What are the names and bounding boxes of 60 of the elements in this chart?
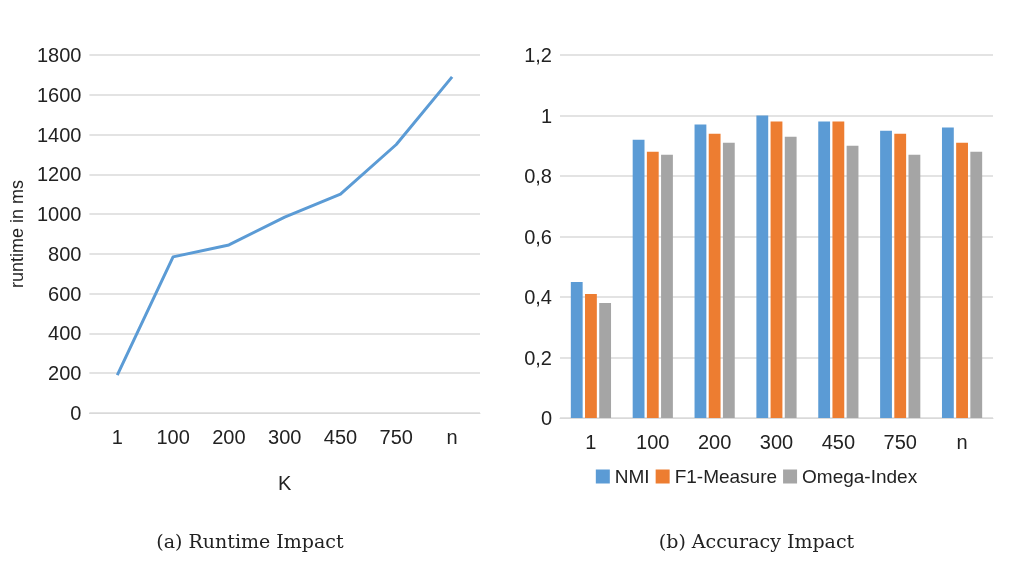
- bar: [756, 115, 769, 418]
- bar: [941, 127, 954, 418]
- text: (a) Runtime Impact: [156, 529, 344, 552]
- y-tick-label: 400: [48, 322, 82, 345]
- y-tick-label: 600: [48, 282, 82, 305]
- line-series: [115, 75, 454, 377]
- bar: [880, 130, 892, 418]
- bar: [694, 124, 707, 418]
- x-tick-label: n: [446, 426, 458, 448]
- x-tick-label: 750: [379, 426, 413, 448]
- y-tick-label: 0,6: [524, 225, 552, 248]
- x-tick-label: 1: [111, 426, 123, 448]
- bar: [661, 154, 673, 418]
- y-tick-label: 0: [70, 402, 82, 424]
- legend-label: Omega-Index: [802, 466, 918, 487]
- y-tick-label: 800: [48, 242, 82, 265]
- y-tick-label: 1: [540, 104, 552, 127]
- bar: [570, 281, 583, 418]
- bar: [784, 136, 797, 418]
- y-tick-label: 0,4: [524, 286, 552, 308]
- x-tick-label: 450: [323, 426, 358, 448]
- bar: [646, 151, 659, 418]
- y-tick-label: 1600: [36, 83, 82, 106]
- y-tick-label: 1400: [36, 123, 82, 146]
- bar: [708, 133, 721, 418]
- bar: [632, 139, 645, 418]
- x-tick-label: 1: [585, 431, 597, 453]
- x-tick-label: 300: [759, 431, 794, 453]
- x-tick-label: 100: [636, 431, 670, 453]
- y-tick-label: 0,8: [524, 165, 552, 187]
- x-axis-title: K: [278, 472, 293, 494]
- y-tick-label: 1,2: [524, 44, 552, 66]
- legend-label: F1-Measure: [674, 466, 778, 487]
- bar: [722, 142, 735, 418]
- bar: [908, 154, 921, 418]
- bar: [818, 121, 831, 418]
- bar: [846, 145, 859, 418]
- bar: [956, 142, 968, 418]
- x-tick-label: 200: [212, 426, 246, 448]
- y-tick-label: 1000: [36, 203, 82, 226]
- y-tick-label: 0: [540, 407, 552, 429]
- x-tick-label: 750: [883, 431, 917, 453]
- x-tick-label: 200: [697, 431, 732, 453]
- x-tick-label: n: [956, 431, 968, 453]
- bar: [585, 293, 597, 418]
- x-tick-label: 300: [268, 426, 302, 448]
- y-tick-label: 0,2: [524, 346, 552, 369]
- legend-label: NMI: [614, 466, 650, 487]
- bar: [832, 121, 845, 418]
- text: (b) Accuracy Impact: [658, 529, 855, 552]
- y-tick-label: 1800: [36, 44, 82, 66]
- x-tick-label: 450: [821, 431, 856, 453]
- y-tick-label: 200: [48, 362, 82, 385]
- bar: [894, 133, 907, 418]
- bar: [599, 303, 612, 418]
- bar: [770, 121, 783, 418]
- x-tick-label: 100: [156, 426, 190, 448]
- y-tick-label: 1200: [36, 163, 82, 186]
- y-axis-title: runtime in ms: [7, 179, 27, 289]
- bar: [970, 151, 983, 418]
